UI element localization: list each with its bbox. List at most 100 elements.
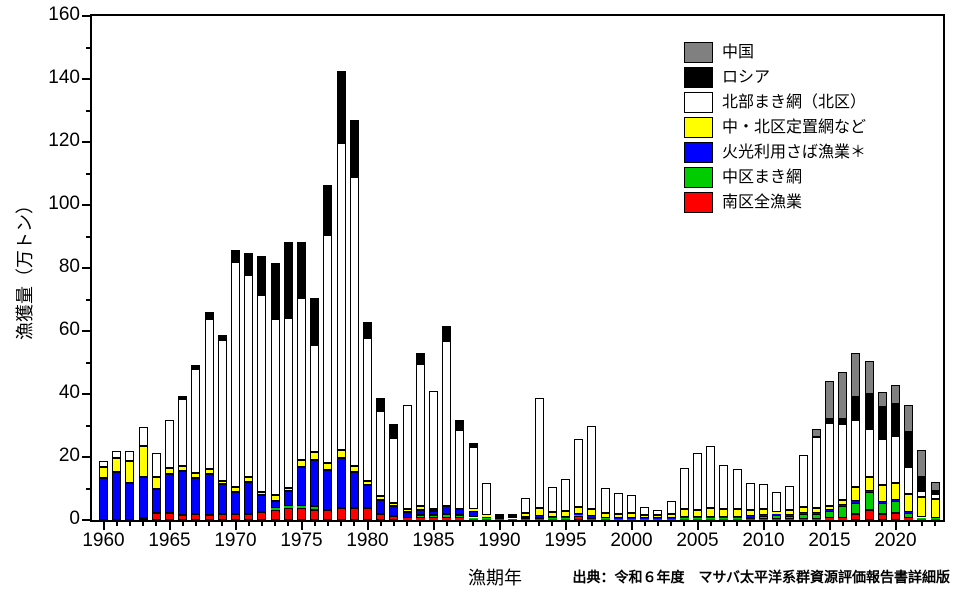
segment-minami-1967 (191, 514, 201, 520)
segment-russia-1967 (191, 365, 201, 369)
y-tick-label-160: 160 (48, 4, 80, 25)
segment-kako-saba-1975 (297, 466, 306, 507)
segment-minami-1985 (429, 518, 438, 520)
segment-minami-2022 (917, 519, 927, 520)
segment-minami-1987 (455, 518, 465, 520)
segment-kako-saba-1986 (442, 506, 452, 515)
segment-minami-1968 (204, 514, 214, 520)
legend-label-0: 中国 (722, 44, 755, 61)
segment-russia-1981 (376, 398, 386, 412)
segment-chuku-makiami-2003 (666, 518, 676, 520)
segment-hokubu-makiami-2013 (798, 455, 808, 508)
segment-hokubu-makiami-1976 (310, 344, 320, 452)
y-tick-label-0: 0 (69, 508, 80, 529)
segment-minami-2013 (798, 519, 808, 520)
x-tick-1965 (168, 522, 171, 530)
segment-kako-saba-1963 (138, 476, 148, 518)
segment-teichiami-1998 (600, 513, 610, 518)
x-tick-2015 (828, 522, 831, 530)
segment-chuku-makiami-2010 (759, 515, 768, 520)
legend-row-0: 中国 (684, 40, 866, 65)
segment-teichiami-1976 (310, 451, 320, 461)
segment-hokubu-makiami-2018 (864, 428, 874, 477)
legend-row-2: 北部まき網（北区） (684, 90, 866, 115)
segment-kako-saba-1969 (217, 484, 227, 515)
segment-minami-2016 (838, 518, 848, 520)
segment-hokubu-makiami-1965 (165, 420, 174, 469)
segment-china-2017 (851, 352, 861, 398)
segment-hokubu-makiami-1974 (283, 318, 293, 488)
y-tick-20 (82, 456, 90, 458)
segment-teichiami-1979 (349, 465, 359, 473)
x-tick-1975 (300, 522, 303, 530)
segment-teichiami-2011 (772, 512, 782, 515)
segment-teichiami-2021 (904, 494, 914, 513)
segment-minami-1980 (363, 508, 372, 520)
segment-russia-1991 (508, 513, 518, 519)
segment-teichiami-1967 (191, 473, 201, 479)
x-tick-1988 (472, 522, 475, 526)
segment-teichiami-2017 (851, 486, 861, 502)
segment-chuku-makiami-2023 (930, 518, 940, 520)
segment-hokubu-makiami-1994 (547, 486, 557, 513)
segment-russia-2023 (930, 491, 940, 494)
segment-russia-1972 (257, 256, 267, 295)
x-tick-1968 (208, 522, 211, 526)
y-tick-label-20: 20 (58, 445, 80, 466)
segment-hokubu-makiami-2021 (904, 466, 914, 495)
segment-kako-saba-1992 (521, 516, 531, 518)
x-tick-1999 (617, 522, 620, 526)
x-tick-1994 (551, 522, 554, 526)
segment-minami-2006 (706, 519, 716, 520)
segment-russia-2019 (877, 407, 887, 439)
segment-hokubu-makiami-1993 (534, 398, 544, 509)
x-tick-1996 (577, 522, 580, 526)
segment-kako-saba-1994 (547, 516, 557, 518)
segment-kako-saba-2019 (877, 501, 887, 504)
segment-russia-1986 (442, 325, 452, 342)
segment-teichiami-1999 (613, 514, 623, 519)
segment-teichiami-1989 (481, 514, 491, 517)
x-tick-2018 (868, 522, 871, 526)
legend-label-1: ロシア (722, 69, 771, 86)
x-tick-1983 (406, 522, 409, 526)
y-minor-tick-150 (86, 46, 90, 49)
x-tick-1972 (260, 522, 263, 526)
segment-minami-1989 (481, 519, 491, 520)
x-tick-1970 (234, 522, 237, 530)
segment-teichiami-1974 (283, 487, 293, 491)
segment-minami-2008 (732, 519, 742, 520)
segment-kako-saba-1966 (178, 471, 188, 515)
segment-teichiami-2009 (745, 510, 755, 517)
segment-teichiami-2001 (640, 514, 650, 519)
y-minor-tick-70 (86, 298, 90, 301)
x-tick-1977 (326, 522, 329, 526)
segment-hokubu-makiami-2008 (732, 469, 742, 510)
y-tick-label-120: 120 (48, 130, 80, 151)
y-tick-0 (82, 519, 90, 521)
segment-russia-2018 (864, 394, 874, 429)
segment-russia-1977 (323, 184, 333, 236)
segment-hokubu-makiami-2020 (891, 435, 900, 484)
y-tick-40 (82, 393, 90, 395)
x-tick-label-2000: 2000 (610, 530, 653, 551)
segment-teichiami-2016 (838, 499, 848, 505)
segment-minami-2012 (785, 519, 795, 520)
segment-teichiami-2020 (891, 483, 900, 500)
segment-russia-2020 (891, 404, 900, 436)
legend-label-6: 南区全漁業 (722, 194, 803, 211)
segment-minami-2019 (877, 514, 887, 520)
segment-kako-saba-2018 (864, 490, 874, 493)
segment-kako-saba-1998 (600, 517, 610, 519)
x-tick-1961 (115, 522, 118, 526)
segment-hokubu-makiami-1997 (587, 425, 597, 510)
segment-hokubu-makiami-1971 (244, 274, 254, 477)
segment-minami-1982 (389, 515, 399, 520)
segment-teichiami-2014 (811, 507, 821, 514)
segment-kako-saba-1997 (587, 515, 597, 517)
segment-hokubu-makiami-1967 (191, 368, 201, 474)
segment-hokubu-makiami-1992 (521, 497, 531, 514)
segment-teichiami-1972 (257, 491, 267, 495)
segment-china-2018 (864, 360, 874, 394)
